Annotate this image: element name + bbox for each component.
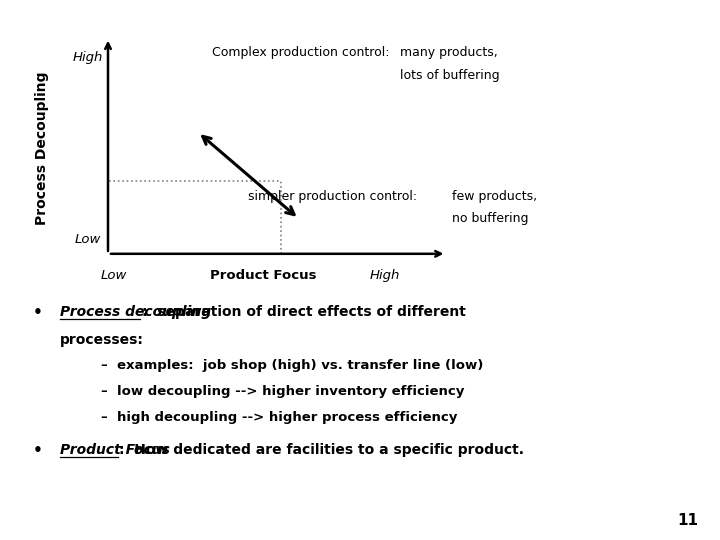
Text: many products,: many products, bbox=[400, 46, 498, 59]
Text: no buffering: no buffering bbox=[452, 212, 528, 225]
Text: Product Focus: Product Focus bbox=[60, 443, 170, 457]
Text: High: High bbox=[370, 269, 400, 282]
Text: 11: 11 bbox=[678, 513, 698, 528]
Text: Low: Low bbox=[101, 269, 127, 282]
Text: –  low decoupling --> higher inventory efficiency: – low decoupling --> higher inventory ef… bbox=[101, 385, 464, 398]
Text: lots of buffering: lots of buffering bbox=[400, 69, 499, 82]
Text: Low: Low bbox=[75, 233, 101, 246]
Text: Process decoupling: Process decoupling bbox=[60, 305, 211, 319]
Text: –  high decoupling --> higher process efficiency: – high decoupling --> higher process eff… bbox=[101, 411, 457, 424]
Text: simpler production control:: simpler production control: bbox=[248, 190, 418, 203]
Text: processes:: processes: bbox=[60, 333, 143, 347]
Text: Process Decoupling: Process Decoupling bbox=[35, 72, 49, 225]
Text: –  examples:  job shop (high) vs. transfer line (low): – examples: job shop (high) vs. transfer… bbox=[101, 359, 483, 372]
Text: Product Focus: Product Focus bbox=[210, 269, 316, 282]
Text: •: • bbox=[32, 443, 42, 458]
Text: :  How dedicated are facilities to a specific product.: : How dedicated are facilities to a spec… bbox=[120, 443, 524, 457]
Text: :  separation of direct effects of different: : separation of direct effects of differ… bbox=[142, 305, 465, 319]
Text: few products,: few products, bbox=[452, 190, 537, 203]
Text: High: High bbox=[73, 51, 103, 64]
Text: Complex production control:: Complex production control: bbox=[212, 46, 390, 59]
Text: •: • bbox=[32, 305, 42, 320]
